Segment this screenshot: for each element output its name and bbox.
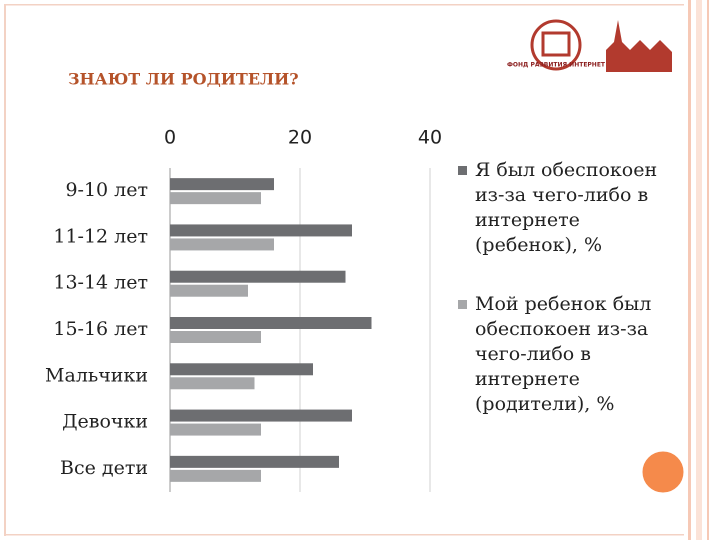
category-label: Все дети [60, 457, 148, 479]
logo-text: ФОНД РАЗВИТИЯ ИНТЕРНЕТ [507, 62, 606, 69]
bar [170, 270, 346, 283]
logo-icon [541, 31, 571, 57]
slide-title: ЗНАЮТ ЛИ РОДИТЕЛИ? [68, 70, 299, 89]
category-label: 11-12 лет [53, 225, 148, 247]
stripe [707, 0, 709, 540]
category-label: Мальчики [45, 364, 148, 386]
bar [170, 238, 274, 251]
bar [170, 469, 261, 482]
legend-label: Я был обеспокоен из-за чего-либо в интер… [475, 159, 658, 256]
category-label: 13-14 лет [53, 272, 148, 294]
logo-building [606, 20, 672, 72]
decor-circle [639, 448, 687, 496]
bar [170, 178, 274, 191]
stripe [696, 0, 702, 540]
category-label: Девочки [62, 411, 148, 433]
legend: Я был обеспокоен из-за чего-либо в интер… [458, 158, 676, 451]
x-tick-label: 20 [288, 127, 312, 149]
category-label: 9-10 лет [65, 179, 148, 201]
bar [170, 224, 352, 237]
bar [170, 363, 313, 376]
frame-left [4, 4, 6, 536]
bar [170, 409, 352, 422]
frame-bottom [4, 534, 684, 536]
legend-swatch [458, 300, 467, 309]
bar [170, 331, 261, 343]
bar [170, 192, 261, 205]
bar [170, 455, 339, 468]
x-tick-label: 0 [164, 127, 176, 149]
legend-label: Мой ребенок был обеспокоен из-за чего-ли… [475, 293, 652, 415]
legend-swatch [458, 166, 467, 175]
bar [170, 423, 261, 436]
legend-entry: Мой ребенок был обеспокоен из-за чего-ли… [458, 292, 676, 417]
legend-entry: Я был обеспокоен из-за чего-либо в интер… [458, 158, 676, 258]
frame-top [4, 4, 684, 6]
bar [170, 317, 372, 329]
bar [170, 377, 255, 390]
stripe [688, 0, 691, 540]
logo-icon [530, 19, 582, 71]
bar [170, 284, 248, 297]
x-tick-label: 40 [418, 127, 442, 149]
category-label: 15-16 лет [53, 318, 148, 340]
